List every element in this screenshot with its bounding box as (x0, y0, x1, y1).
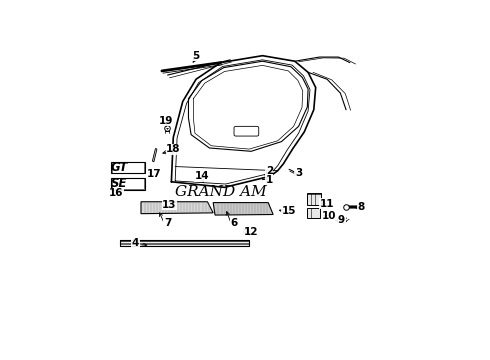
Text: GT: GT (111, 161, 128, 174)
Text: 19: 19 (158, 116, 173, 126)
Bar (112, 179, 144, 189)
Text: 14: 14 (195, 171, 209, 181)
Text: 10: 10 (322, 211, 336, 221)
Bar (112, 162, 144, 173)
Text: 7: 7 (164, 218, 171, 228)
Bar (111, 178, 145, 190)
FancyBboxPatch shape (234, 126, 259, 136)
FancyBboxPatch shape (120, 240, 249, 246)
Bar (307, 208, 320, 219)
Text: 9: 9 (338, 215, 345, 225)
Text: 12: 12 (244, 227, 258, 237)
Text: 2: 2 (266, 166, 273, 176)
Text: 15: 15 (282, 206, 296, 216)
Polygon shape (213, 203, 273, 215)
Bar (307, 193, 320, 205)
Text: 8: 8 (358, 202, 365, 212)
Polygon shape (152, 149, 157, 162)
Text: 4: 4 (132, 238, 139, 248)
Text: 5: 5 (193, 51, 200, 61)
Text: 11: 11 (320, 199, 334, 209)
Polygon shape (141, 202, 213, 214)
Text: 13: 13 (162, 199, 177, 210)
Text: 1: 1 (266, 175, 273, 185)
Text: 6: 6 (230, 218, 238, 228)
Text: 16: 16 (109, 188, 123, 198)
Text: 18: 18 (166, 144, 180, 154)
Text: SE: SE (111, 177, 127, 190)
Text: GRAND AM: GRAND AM (175, 185, 267, 199)
Bar (111, 162, 145, 174)
Text: 17: 17 (147, 169, 162, 179)
Text: 3: 3 (295, 168, 302, 179)
